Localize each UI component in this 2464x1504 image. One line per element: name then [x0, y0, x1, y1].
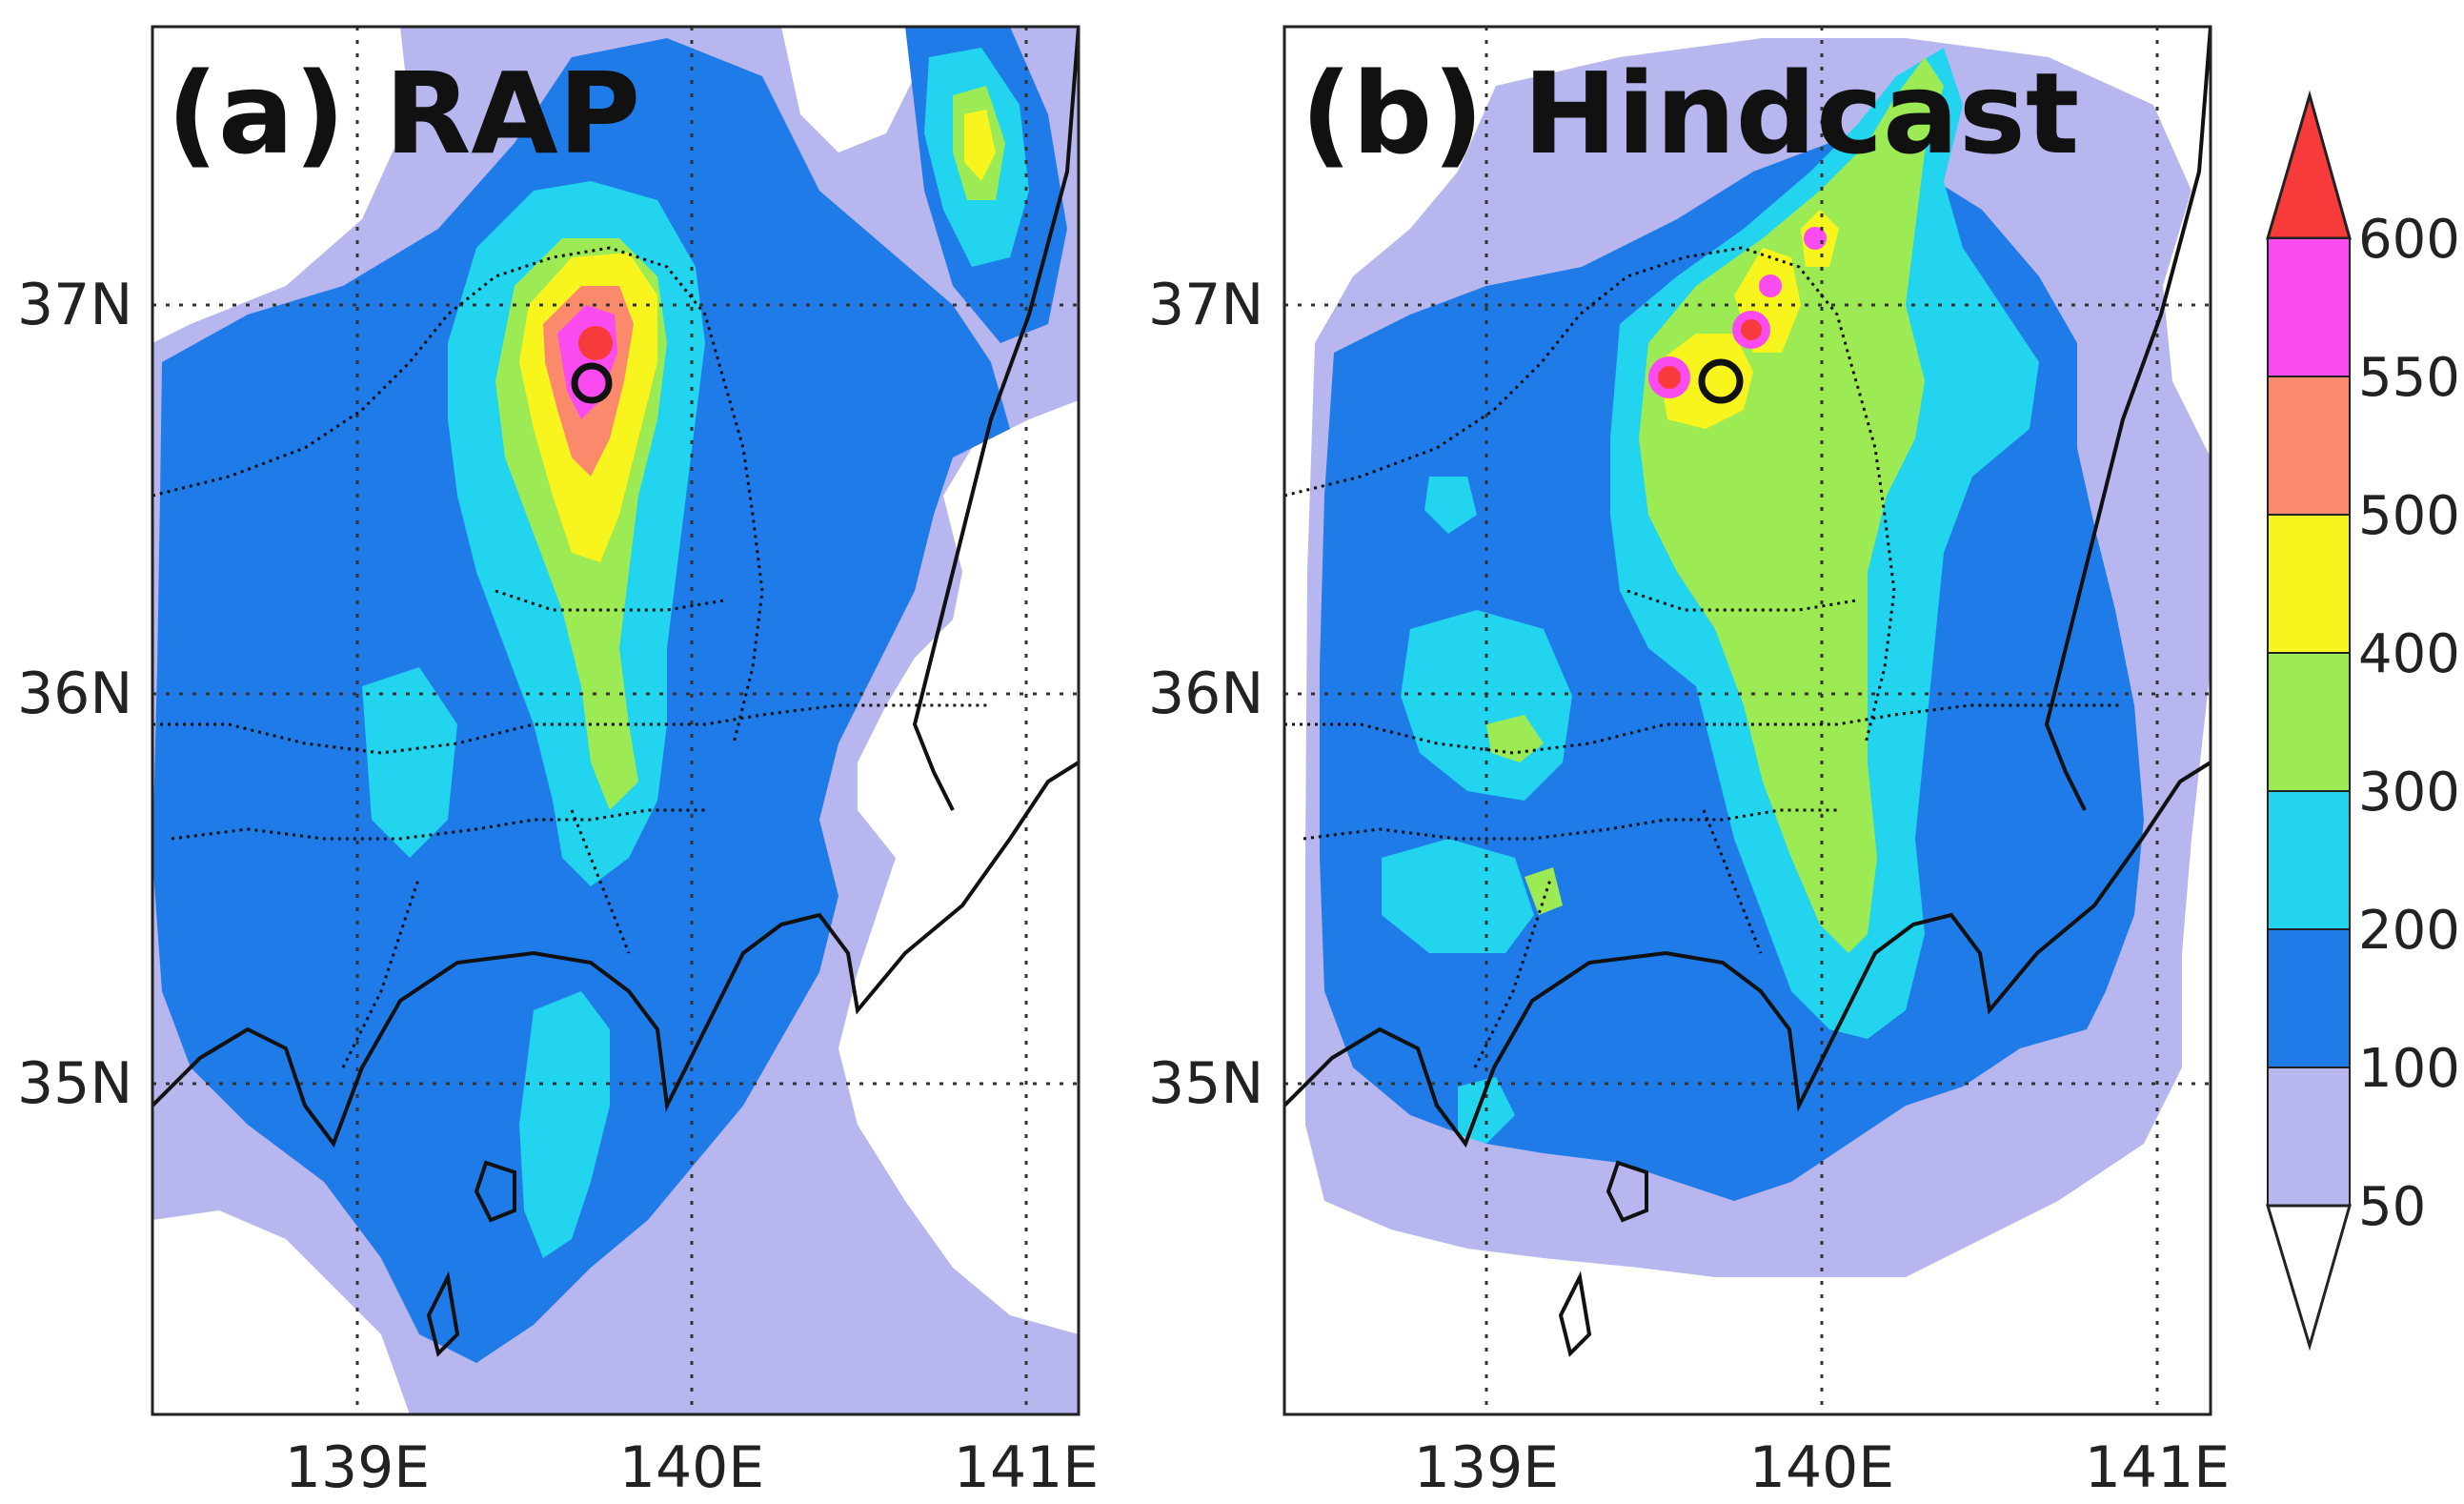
panel-a-contour-200-band — [519, 991, 610, 1258]
panel-a-x-tick-141e: 141E — [954, 1434, 1099, 1501]
panel-a-borders — [152, 246, 991, 1068]
colorbar-label-600: 600 — [2358, 209, 2460, 271]
panel-b-contour-600-b — [1741, 319, 1762, 340]
panel-a-precip-field — [152, 27, 1079, 1414]
panel-b-contour-300-sw — [1525, 867, 1563, 915]
panel-b-y-tick-37n: 37N — [1148, 272, 1263, 338]
panel-a-gap-ne — [781, 27, 915, 152]
panel-b-contour-200-sw — [1382, 839, 1534, 953]
colorbar-label-400: 400 — [2358, 623, 2460, 685]
panel-a-y-tick-35n: 35N — [17, 1050, 132, 1117]
colorbar-label-100: 100 — [2358, 1038, 2460, 1100]
panel-a-y-tick-37n: 37N — [17, 272, 132, 338]
panel-b-contour-600-a — [1658, 366, 1681, 389]
panel-b-contour-300 — [1639, 57, 1944, 953]
panel-a-site-marker — [571, 362, 613, 404]
panel-a-gap-nw — [152, 27, 410, 343]
panel-b-contour-300-w — [1486, 715, 1544, 762]
panel-b-contour-400 — [1658, 334, 1753, 429]
panel-a-title: (a) RAP — [167, 48, 640, 179]
colorbar-seg-500-550 — [2267, 376, 2351, 516]
panel-a-contour-600 — [578, 326, 613, 360]
panel-b-contour-200-blob — [1424, 477, 1477, 534]
colorbar-seg-300-400 — [2267, 652, 2351, 792]
colorbar-seg-400-500 — [2267, 514, 2351, 654]
panel-a-gridlines — [152, 27, 1079, 1414]
panel-a-x-tick-139e: 139E — [285, 1434, 430, 1501]
panel-a-contour-200-w — [362, 667, 457, 858]
colorbar-seg-50-100 — [2267, 1067, 2351, 1207]
panel-a-gap-sw — [152, 1210, 410, 1414]
panel-b-x-tick-139e: 139E — [1414, 1434, 1559, 1501]
panel-b-site-marker — [1698, 358, 1744, 404]
panel-a-x-tick-140e: 140E — [619, 1434, 764, 1501]
panel-a-contour-400-ne — [964, 110, 996, 181]
panel-b-x-tick-141e: 141E — [2085, 1434, 2230, 1501]
colorbar-label-200: 200 — [2358, 900, 2460, 962]
panel-b-contour-550-c — [1759, 274, 1782, 297]
panel-a-frame — [151, 25, 1081, 1416]
colorbar-label-500: 500 — [2358, 485, 2460, 547]
colorbar-seg-100-200 — [2267, 928, 2351, 1068]
panel-b-x-tick-140e: 140E — [1749, 1434, 1894, 1501]
panel-b-coastlines — [1284, 27, 2211, 1357]
panel-b-borders — [1284, 246, 2123, 1068]
panel-b-precip-field — [1305, 38, 2211, 1277]
panel-b-frame — [1282, 25, 2212, 1416]
colorbar-arrow-top — [2265, 90, 2352, 240]
panel-b-title: (b) Hindcast — [1301, 48, 2079, 179]
panel-a-gap-e — [838, 400, 1079, 1334]
colorbar: 600 550 500 400 300 200 100 50 — [2265, 90, 2460, 1352]
panel-b-y-tick-36n: 36N — [1148, 661, 1263, 727]
panel-a-y-tick-36n: 36N — [17, 661, 132, 727]
colorbar-arrow-bottom — [2265, 1204, 2352, 1352]
panel-b-gridlines — [1284, 27, 2211, 1414]
colorbar-label-50: 50 — [2358, 1176, 2426, 1238]
colorbar-seg-550-600 — [2267, 237, 2351, 377]
panel-b-y-tick-35n: 35N — [1148, 1050, 1263, 1117]
colorbar-seg-200-300 — [2267, 790, 2351, 930]
panel-a-rap: (a) RAP 37N 36N 35N 139E 140E 141E — [17, 25, 1099, 1501]
colorbar-label-550: 550 — [2358, 347, 2460, 409]
panel-a-coastlines — [152, 27, 1079, 1357]
panel-b-hindcast: (b) Hindcast 37N 36N 35N 139E 140E 141E — [1148, 25, 2230, 1501]
colorbar-label-300: 300 — [2358, 762, 2460, 823]
